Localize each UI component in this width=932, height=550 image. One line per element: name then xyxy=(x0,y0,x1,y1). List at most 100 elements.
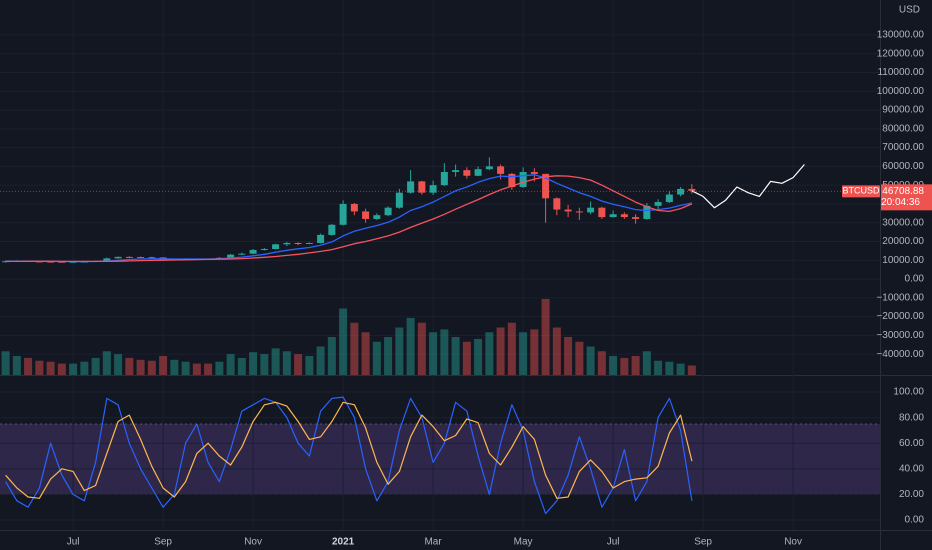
volume-bar xyxy=(350,322,359,375)
price-badge xyxy=(881,184,932,211)
y-tick-label: 120000.00 xyxy=(877,48,925,59)
candle-body xyxy=(564,209,572,212)
y-tick-label: −30000.00 xyxy=(876,330,924,341)
volume-bar xyxy=(406,318,415,375)
x-tick-label: Jul xyxy=(607,537,620,548)
symbol-label: BTCUSD xyxy=(842,186,880,196)
volume-bar xyxy=(654,360,663,375)
price-line xyxy=(5,175,693,263)
y-tick-label: 80000.00 xyxy=(882,123,924,134)
volume-bar xyxy=(327,337,336,375)
candle-body xyxy=(283,242,291,245)
oscillator-tick-label: 0.00 xyxy=(905,515,925,526)
currency-label: USD xyxy=(899,5,920,16)
volume-bar xyxy=(384,337,393,375)
volume-bar xyxy=(609,356,618,375)
volume-bar xyxy=(24,357,33,375)
candle-body xyxy=(395,192,403,208)
volume-bar xyxy=(372,341,381,375)
candle-body xyxy=(328,224,336,235)
candle-body xyxy=(632,217,640,219)
candle-body xyxy=(530,172,538,174)
y-tick-label: −20000.00 xyxy=(876,311,924,322)
candle-body xyxy=(294,242,302,244)
candle-body xyxy=(519,172,527,188)
x-tick-label: Sep xyxy=(694,537,712,548)
volume-bar xyxy=(474,338,483,375)
volume-bar xyxy=(395,327,404,375)
y-tick-label: 70000.00 xyxy=(882,142,924,153)
volume-bar xyxy=(676,363,685,375)
volume-bar xyxy=(125,357,134,375)
volume-bar xyxy=(192,363,201,375)
volume-bar xyxy=(181,361,190,375)
price-line xyxy=(5,174,693,263)
volume-bar xyxy=(361,332,370,375)
volume-bar xyxy=(507,322,516,375)
candle-body xyxy=(575,211,583,213)
x-tick-label: Nov xyxy=(784,537,802,548)
volume-bar xyxy=(294,354,303,375)
candle-body xyxy=(643,205,651,219)
volume-bar xyxy=(91,357,100,375)
volume-bar xyxy=(69,363,78,375)
volume-bar xyxy=(12,356,21,375)
candle-body xyxy=(474,169,482,176)
candle-body xyxy=(47,261,55,263)
candle-body xyxy=(620,214,628,218)
candle-body xyxy=(317,234,325,243)
y-tick-label: −40000.00 xyxy=(876,349,924,360)
volume-bar xyxy=(564,337,573,375)
volume-bar xyxy=(215,361,224,375)
candle-body xyxy=(362,211,370,219)
volume-bar xyxy=(147,360,156,375)
y-tick-label: 90000.00 xyxy=(882,105,924,116)
volume-bar xyxy=(170,359,179,375)
y-tick-label: 10000.00 xyxy=(882,255,924,266)
candle-body xyxy=(373,215,381,219)
volume-bar xyxy=(552,327,561,375)
x-tick-label: Jul xyxy=(67,537,80,548)
x-tick-label: Mar xyxy=(424,537,442,548)
candle-body xyxy=(238,253,246,255)
y-tick-label: 60000.00 xyxy=(882,161,924,172)
x-tick-label: 2021 xyxy=(332,537,355,548)
candle-body xyxy=(598,207,606,218)
candle-body xyxy=(429,185,437,193)
volume-bar xyxy=(429,332,438,375)
candle-body xyxy=(508,173,516,188)
oscillator-tick-label: 60.00 xyxy=(899,438,924,449)
candle-body xyxy=(69,261,77,263)
candle-body xyxy=(452,170,460,173)
volume-bar xyxy=(462,341,471,375)
candle-body xyxy=(249,249,257,254)
candle-body xyxy=(137,257,145,259)
candle-body xyxy=(654,202,662,206)
y-tick-label: 110000.00 xyxy=(877,67,924,78)
candle-body xyxy=(103,258,111,262)
candle-body xyxy=(609,214,617,218)
oscillator-line xyxy=(5,401,693,499)
volume-bar xyxy=(237,357,246,375)
candle-body xyxy=(58,261,66,263)
volume-bar xyxy=(271,348,280,375)
candle-body xyxy=(440,172,448,186)
volume-bar xyxy=(631,356,640,375)
candle-body xyxy=(542,173,550,199)
y-tick-label: 0.00 xyxy=(905,274,925,285)
last-price-label: 46708.88 xyxy=(882,186,924,197)
volume-bar xyxy=(485,332,494,375)
volume-bar xyxy=(665,361,674,375)
candle-body xyxy=(677,188,685,195)
candle-body xyxy=(463,170,471,176)
candle-body xyxy=(305,242,313,244)
volume-bar xyxy=(46,361,55,375)
volume-bar xyxy=(339,308,348,375)
volume-bar xyxy=(530,329,539,375)
volume-bar xyxy=(620,357,629,375)
candle-body xyxy=(148,257,156,259)
candle-body xyxy=(114,256,122,259)
candle-body xyxy=(553,198,561,210)
countdown-label: 20:04:36 xyxy=(881,197,920,208)
